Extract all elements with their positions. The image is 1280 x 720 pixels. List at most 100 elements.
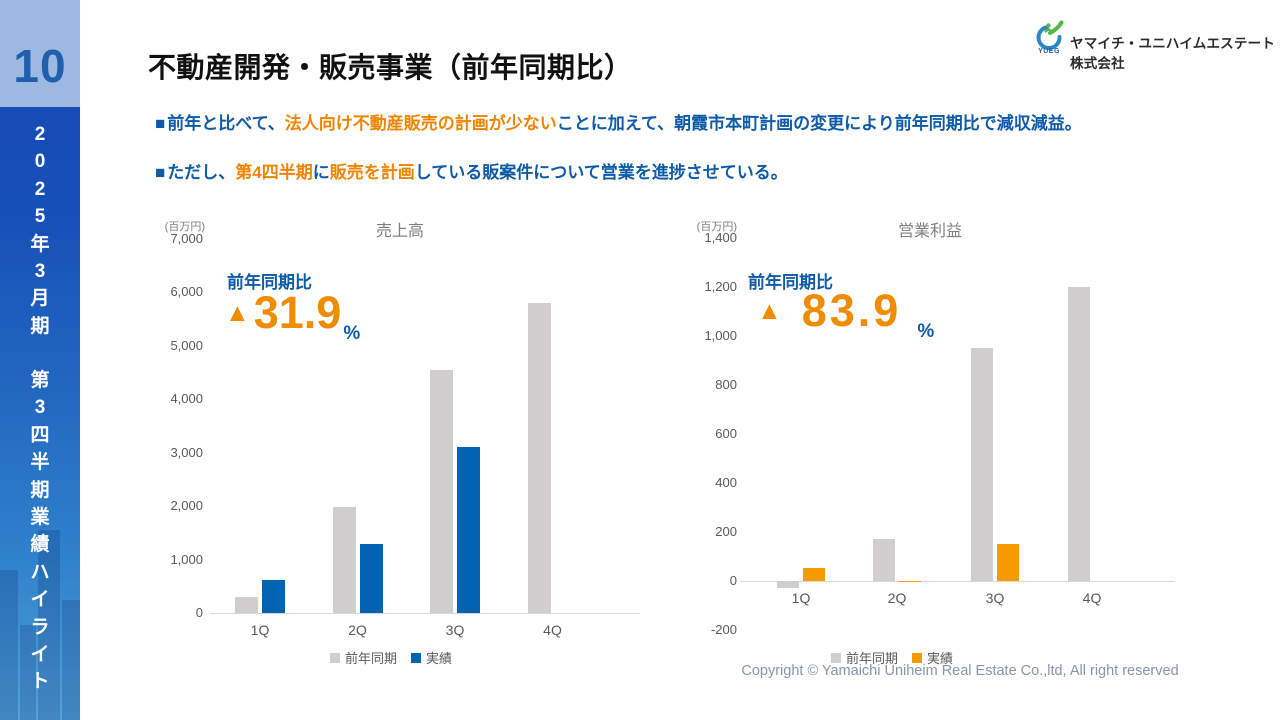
chart-legend: 前年同期 実績 bbox=[329, 648, 452, 667]
x-axis-category-label: 2Q bbox=[348, 622, 367, 638]
yoy-label: 前年同期比 bbox=[748, 273, 833, 292]
sales-chart: (百万円) 売上高 前年同期比 ▲ 31.9 % 7,000 6,000 5,000… bbox=[155, 215, 667, 675]
vertical-char: 2 bbox=[34, 178, 46, 200]
y-axis-tick-label: 1,000 bbox=[170, 551, 203, 567]
sidebar-vertical-title-line1: 2 0 2 5 年 3 月期 bbox=[0, 121, 80, 340]
company-logo-mark: YUEG bbox=[1034, 20, 1064, 55]
yoy-value: 83.9 bbox=[801, 285, 902, 336]
down-triangle-icon: ▲ bbox=[757, 297, 782, 325]
yoy-value-row: ▲ 83.9 % bbox=[749, 285, 934, 343]
copyright-text: Copyright © Yamaichi Uniheim Real Estate… bbox=[741, 663, 1179, 679]
bar-前年同期-2Q bbox=[332, 507, 356, 613]
y-axis-tick-label: 2,000 bbox=[170, 498, 203, 513]
vertical-char: イ bbox=[30, 644, 50, 666]
page-number-block: 10 bbox=[0, 0, 80, 107]
legend-swatch bbox=[329, 652, 340, 663]
vertical-char: 3 bbox=[34, 261, 46, 283]
bar-前年同期-1Q bbox=[777, 580, 799, 588]
legend-label: 前年同期 bbox=[344, 651, 397, 666]
y-axis-tick-label: 5,000 bbox=[170, 337, 203, 353]
bullet-text-segment: ことに加えて、朝霞市本町計画の変更により前年同期比で減収減益。 bbox=[556, 114, 1082, 133]
chart-title: 営業利益 bbox=[897, 223, 962, 240]
bar-実績-1Q bbox=[803, 568, 825, 581]
vertical-char: 業 bbox=[30, 507, 50, 529]
y-axis-tick-label: 800 bbox=[715, 376, 737, 392]
axis-unit-label: (百万円) bbox=[164, 221, 205, 233]
vertical-char: 0 bbox=[34, 151, 46, 173]
logo-text: YUEG bbox=[1038, 48, 1060, 55]
vertical-char: 第 bbox=[30, 370, 50, 391]
city-silhouette bbox=[62, 600, 80, 720]
bar-前年同期-3Q bbox=[971, 348, 993, 581]
city-silhouette bbox=[20, 625, 36, 720]
company-logo: YUEG ヤマイチ・ユニハイムエステート株式会社 bbox=[1034, 20, 1280, 72]
bar-実績-2Q bbox=[899, 580, 921, 583]
vertical-char: 2 bbox=[34, 124, 46, 145]
down-triangle-icon: ▲ bbox=[225, 299, 250, 327]
y-axis-tick-label: 6,000 bbox=[170, 284, 203, 299]
bullet-list: ■ 前年と比べて、法人向け不動産販売の計画が少ないことに加えて、朝霞市本町計画の変… bbox=[155, 112, 1265, 209]
bar-前年同期-4Q bbox=[527, 302, 551, 613]
bullet-text-segment: 前年と比べて、 bbox=[167, 114, 285, 133]
bar-前年同期-2Q bbox=[873, 538, 895, 581]
bullet-text-segment: 法人向け不動産販売の計画が少ない bbox=[284, 114, 557, 133]
x-axis-line bbox=[210, 613, 640, 614]
y-axis-tick-label: 200 bbox=[715, 523, 737, 539]
vertical-char: 年 bbox=[30, 233, 50, 255]
yoy-value-row: ▲ 31.9 % bbox=[225, 287, 360, 345]
x-axis-category-label: 4Q bbox=[543, 622, 562, 638]
x-axis-category-label: 2Q bbox=[887, 590, 907, 606]
bullet-text-segment: 第4四半期 bbox=[235, 162, 313, 182]
yoy-value: 31.9 bbox=[253, 287, 342, 338]
bullet-text-segment: に bbox=[312, 162, 330, 182]
x-axis-line bbox=[740, 580, 1175, 582]
vertical-char: ハ bbox=[30, 561, 50, 583]
legend-item: 前年同期 bbox=[830, 648, 898, 667]
y-axis-tick-label: 1,000 bbox=[704, 327, 737, 343]
y-axis-tick-label: 0 bbox=[729, 572, 737, 588]
city-silhouette bbox=[38, 530, 60, 720]
bar-前年同期-1Q bbox=[235, 596, 258, 613]
x-axis-category-label: 4Q bbox=[1082, 590, 1102, 606]
x-axis-category-label: 1Q bbox=[791, 590, 811, 606]
page-number: 10 bbox=[13, 40, 67, 92]
bar-前年同期-4Q bbox=[1068, 286, 1090, 581]
logo-swoosh-icon bbox=[1036, 20, 1064, 50]
vertical-char: ト bbox=[30, 671, 50, 693]
x-axis-category-label: 1Q bbox=[250, 622, 270, 638]
bar-実績-3Q bbox=[457, 447, 480, 613]
legend-item: 実績 bbox=[912, 648, 953, 667]
vertical-char: 3 bbox=[34, 397, 46, 419]
x-axis-category-label: 3Q bbox=[445, 622, 465, 638]
bullet-text-segment: ただし、 bbox=[167, 162, 236, 182]
vertical-char: 月 bbox=[30, 288, 50, 310]
company-name: ヤマイチ・ユニハイムエステート株式会社 bbox=[1070, 36, 1275, 71]
operating-profit-chart: (百万円) 営業利益 前年同期比 ▲ 83.9 % 1,400 1,200 1,00… bbox=[685, 215, 1197, 675]
legend-item: 前年同期 bbox=[329, 648, 397, 667]
y-axis-tick-label: 7,000 bbox=[170, 230, 203, 246]
yoy-label: 前年同期比 bbox=[227, 273, 312, 292]
bar-実績-3Q bbox=[997, 543, 1019, 581]
bullet-item: ■ 前年と比べて、法人向け不動産販売の計画が少ないことに加えて、朝霞市本町計画の変… bbox=[155, 112, 1265, 137]
vertical-char: 期 bbox=[30, 315, 50, 337]
y-axis-tick-label: 600 bbox=[715, 425, 737, 441]
vertical-char: 績 bbox=[30, 534, 50, 556]
page-title: 不動産開発・販売事業（前年同期比） bbox=[148, 52, 633, 83]
y-axis-tick-label: 3,000 bbox=[170, 444, 203, 460]
y-axis-tick-label: 1,200 bbox=[704, 278, 737, 294]
bar-実績-2Q bbox=[359, 543, 383, 613]
bullet-marker: ■ bbox=[155, 114, 166, 133]
legend-label: 前年同期 bbox=[845, 651, 898, 666]
legend-swatch bbox=[912, 652, 922, 663]
chart-legend: 前年同期 実績 bbox=[830, 648, 953, 667]
yoy-unit: % bbox=[343, 323, 361, 345]
yoy-unit: % bbox=[917, 321, 935, 343]
bullet-text-segment: している販案件について営業を進捗させている。 bbox=[414, 162, 788, 182]
legend-item: 実績 bbox=[411, 648, 452, 667]
x-axis-category-label: 3Q bbox=[985, 590, 1005, 606]
chart-title: 売上高 bbox=[375, 223, 424, 240]
y-axis-tick-label: 4,000 bbox=[170, 391, 203, 406]
y-axis-tick-label: 0 bbox=[195, 605, 203, 620]
